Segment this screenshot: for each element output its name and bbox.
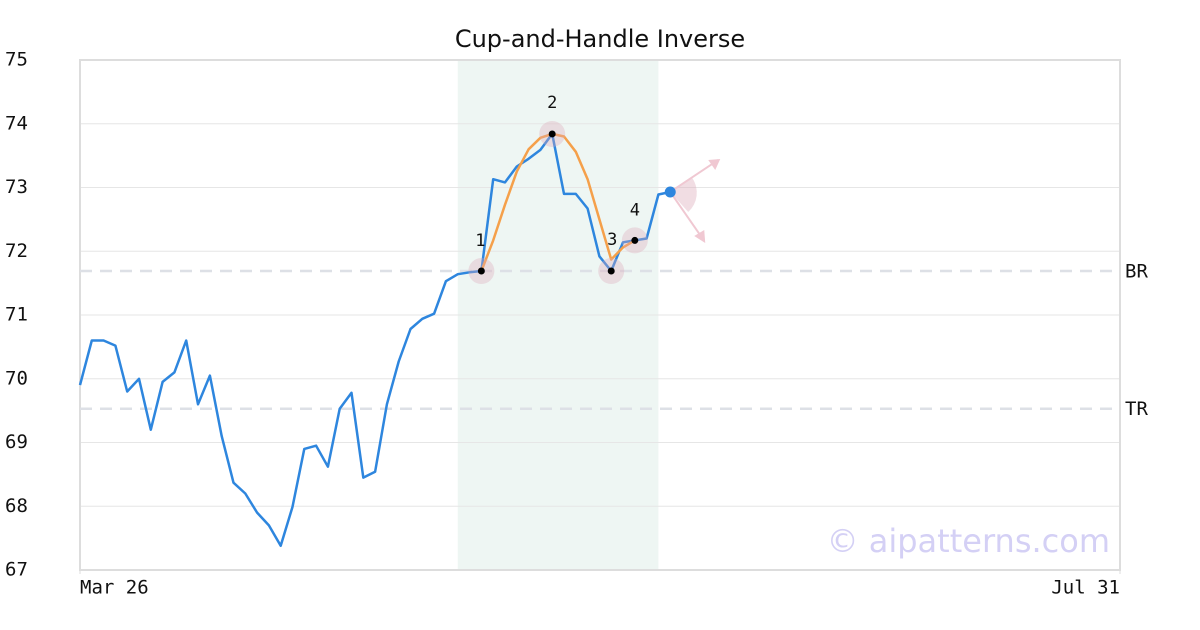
x-tick-label: Jul 31 <box>1051 577 1120 599</box>
last-point <box>664 186 676 198</box>
x-tick-label: Mar 26 <box>80 577 149 599</box>
y-tick-label: 72 <box>5 240 28 262</box>
level-label: TR <box>1125 398 1148 420</box>
y-tick-label: 69 <box>5 431 28 453</box>
plot-frame <box>79 59 1121 571</box>
price-line <box>78 132 671 548</box>
pattern-point <box>607 267 615 275</box>
projection-arrow <box>669 159 719 193</box>
projection-arrow <box>669 191 706 242</box>
y-tick-label: 70 <box>5 367 28 389</box>
pattern-point <box>477 267 485 275</box>
pattern-point <box>548 130 556 138</box>
watermark: © aipatterns.com <box>827 522 1110 560</box>
pattern-point <box>631 236 639 244</box>
projection-wedge <box>670 177 697 212</box>
pattern-label: 2 <box>547 93 557 113</box>
arrow-head <box>708 158 721 170</box>
chart-title: Cup-and-Handle Inverse <box>455 25 745 53</box>
y-tick-label: 75 <box>5 49 28 71</box>
y-tick-label: 73 <box>5 176 28 198</box>
pattern-label: 3 <box>607 230 617 250</box>
y-tick-label: 71 <box>5 304 28 326</box>
y-tick-label: 67 <box>5 559 28 581</box>
fit-curve <box>480 132 636 272</box>
pattern-label: 1 <box>475 231 485 251</box>
pattern-label: 4 <box>630 200 640 220</box>
arrow-head <box>694 229 706 243</box>
level-label: BR <box>1125 261 1148 283</box>
y-tick-label: 74 <box>5 112 28 134</box>
y-tick-label: 68 <box>5 495 28 517</box>
